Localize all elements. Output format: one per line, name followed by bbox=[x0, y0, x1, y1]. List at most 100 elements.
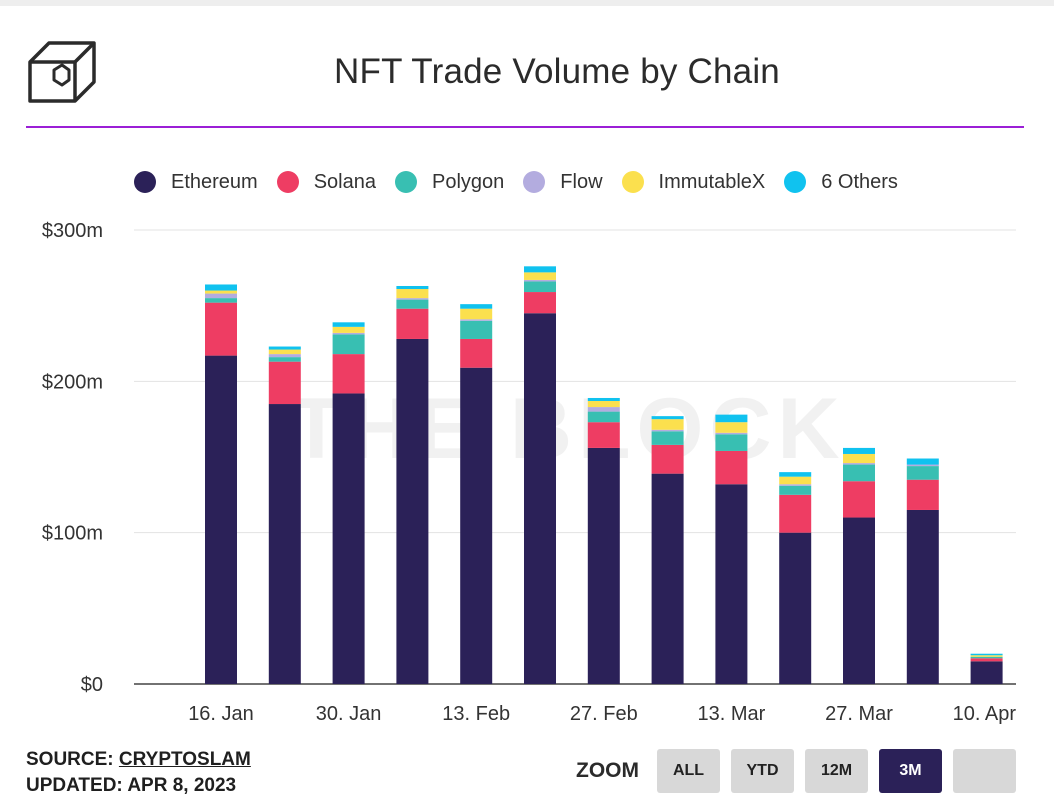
x-tick-label: 13. Mar bbox=[697, 703, 765, 725]
legend-dot bbox=[395, 171, 417, 193]
bar-segment-solana bbox=[843, 481, 875, 518]
bar-segment-immutablex bbox=[524, 272, 556, 280]
title-divider bbox=[26, 126, 1024, 128]
bar-segment-6-others bbox=[906, 458, 939, 465]
bar-segment-polygon bbox=[205, 298, 237, 303]
bar-segment-ethereum bbox=[587, 447, 620, 684]
source-link[interactable]: CRYPTOSLAM bbox=[118, 749, 251, 770]
x-tick-label: 16. Jan bbox=[188, 703, 254, 725]
x-tick-label: 30. Jan bbox=[316, 703, 382, 725]
bar-segment-polygon bbox=[268, 357, 301, 362]
legend-item-immutablex[interactable]: ImmutableX bbox=[621, 170, 766, 194]
chart-footer: SOURCE: CRYPTOSLAM UPDATED: APR 8, 2023 bbox=[26, 747, 251, 799]
bar-segment-polygon bbox=[906, 466, 939, 480]
bar-segment-flow bbox=[396, 298, 429, 300]
bar-segment-solana bbox=[460, 338, 493, 368]
bar-segment-flow bbox=[205, 293, 237, 299]
bar-segment-solana bbox=[396, 308, 429, 339]
bar-segment-flow bbox=[587, 407, 620, 412]
bar-segment-solana bbox=[970, 658, 1003, 662]
y-tick-label: $300m bbox=[42, 220, 103, 242]
bar-segment-6-others bbox=[715, 414, 748, 423]
bar-segment-immutablex bbox=[587, 401, 620, 408]
bar-segment-6-others bbox=[524, 266, 556, 273]
bar-segment-solana bbox=[332, 354, 365, 394]
bar-segment-polygon bbox=[460, 320, 493, 339]
legend-item-flow[interactable]: Flow bbox=[523, 171, 603, 194]
bar-segment-immutablex bbox=[651, 419, 684, 430]
bar-segment-solana bbox=[524, 292, 556, 314]
zoom-ytd-button[interactable]: YTD bbox=[731, 749, 794, 793]
bar-segment-ethereum bbox=[332, 393, 365, 684]
bar-segment-polygon bbox=[587, 411, 620, 423]
bar-segment-solana bbox=[651, 444, 684, 474]
legend-label: ImmutableX bbox=[658, 170, 766, 193]
bar-segment-6-others bbox=[651, 416, 684, 420]
bar-segment-polygon bbox=[843, 464, 875, 482]
x-tick-label: 10. Apr bbox=[953, 703, 1017, 725]
bar-segment-ethereum bbox=[651, 473, 684, 684]
legend-dot bbox=[276, 171, 299, 193]
watermark: THE BLOCK bbox=[290, 381, 846, 477]
legend-item-polygon[interactable]: Polygon bbox=[395, 171, 504, 194]
legend-dot bbox=[621, 171, 644, 193]
bar-segment-polygon bbox=[970, 656, 1003, 659]
zoom-12m-button[interactable]: 12M bbox=[805, 749, 868, 793]
bar-segment-ethereum bbox=[268, 404, 301, 684]
legend-dot bbox=[134, 171, 156, 193]
bar-segment-ethereum bbox=[396, 338, 429, 684]
y-tick-label: $0 bbox=[81, 674, 103, 696]
bar-segment-flow bbox=[715, 432, 748, 435]
bar-segment-solana bbox=[268, 361, 301, 405]
bar-segment-immutablex bbox=[332, 326, 365, 333]
bar-segment-6-others bbox=[205, 284, 237, 291]
zoom-label: ZOOM bbox=[576, 759, 639, 782]
x-tick-label: 27. Feb bbox=[570, 703, 638, 725]
bar-segment-polygon bbox=[715, 434, 748, 451]
legend-item-solana[interactable]: Solana bbox=[276, 170, 376, 194]
legend-label: Polygon bbox=[432, 170, 505, 193]
legend-item-ethereum[interactable]: Ethereum bbox=[134, 171, 258, 194]
bar-segment-6-others bbox=[268, 346, 301, 350]
bar-segment-flow bbox=[460, 319, 493, 321]
the-block-logo-icon bbox=[28, 41, 96, 103]
bar-segment-ethereum bbox=[524, 313, 556, 684]
bar-segment-ethereum bbox=[715, 484, 748, 684]
bar-segment-immutablex bbox=[460, 308, 493, 320]
bar-segment-6-others bbox=[843, 447, 875, 454]
bar-segment-solana bbox=[779, 494, 812, 533]
bar-segment-6-others bbox=[970, 653, 1003, 656]
bar-segment-polygon bbox=[779, 485, 812, 495]
top-bar bbox=[0, 0, 1054, 6]
chart-title: NFT Trade Volume by Chain bbox=[334, 52, 780, 91]
stacked-bar-chart: $0 $100m $200m $300m 16. Jan 30. Jan 13. Feb 27… bbox=[42, 220, 1017, 725]
bar-segment-polygon bbox=[332, 334, 365, 355]
bar-segment-ethereum bbox=[205, 355, 237, 684]
x-tick-label: 13. Feb bbox=[442, 703, 510, 725]
zoom-blank-button[interactable] bbox=[953, 749, 1016, 793]
y-tick-label: $100m bbox=[42, 523, 103, 545]
bar-segment-solana bbox=[906, 479, 939, 510]
bar-segment-6-others bbox=[587, 397, 620, 402]
bar-segment-flow bbox=[843, 463, 875, 465]
bar-segment-immutablex bbox=[268, 349, 301, 355]
legend-item-6-others[interactable]: 6 Others bbox=[784, 171, 898, 194]
bar-segment-solana bbox=[587, 422, 620, 448]
zoom-all-button[interactable]: ALL bbox=[657, 749, 720, 793]
chart-legend: Ethereum Solana Polygon Flow ImmutableX 6 Oth… bbox=[134, 168, 917, 196]
x-tick-label: 27. Mar bbox=[825, 703, 893, 725]
bar-segment-immutablex bbox=[205, 290, 237, 294]
bar-segment-flow bbox=[268, 354, 301, 358]
bar-segment-flow bbox=[524, 279, 556, 282]
bar-segment-solana bbox=[205, 302, 237, 356]
source-label: SOURCE: bbox=[26, 749, 114, 770]
bar-segment-ethereum bbox=[460, 367, 493, 684]
bar-segment-immutablex bbox=[779, 476, 812, 485]
bar-segment-immutablex bbox=[396, 289, 429, 299]
bar-segment-immutablex bbox=[715, 422, 748, 433]
zoom-3m-button[interactable]: 3M bbox=[879, 749, 942, 793]
bar-segment-immutablex bbox=[843, 453, 875, 464]
bar-segment-ethereum bbox=[970, 661, 1003, 684]
legend-label: Solana bbox=[313, 170, 376, 193]
legend-dot bbox=[784, 171, 807, 193]
